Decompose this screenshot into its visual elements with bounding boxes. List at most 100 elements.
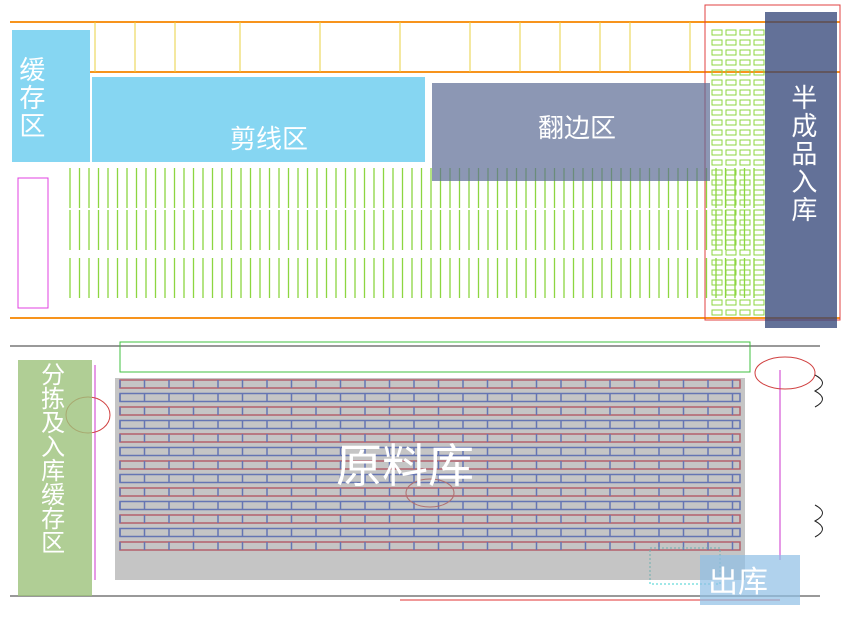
rack-green [739,39,751,46]
rack-green [725,169,737,176]
zone-buffer [12,30,90,162]
rack-green [753,209,765,216]
rack-green [711,149,723,156]
rack-green [725,119,737,126]
rack-green [739,209,751,216]
label-shear: 剪线区 [230,125,309,155]
rack-green [711,69,723,76]
rack-green [725,139,737,146]
rack-green [711,299,723,306]
agv-vehicle [754,356,816,390]
zone-shear [92,77,425,162]
rack-green [753,269,765,276]
rack-green [753,59,765,66]
rack-green [725,79,737,86]
rack-green [753,189,765,196]
rack-green [711,59,723,66]
rack-green [753,49,765,56]
rack-green [725,159,737,166]
rack-green [739,159,751,166]
rack-green [711,119,723,126]
rack-green [753,99,765,106]
rack-green [739,299,751,306]
rack-green [739,219,751,226]
rack-green [711,139,723,146]
rack-green [725,229,737,236]
rack-green [711,159,723,166]
rack-green [725,219,737,226]
rack-green [711,89,723,96]
rack-green [739,249,751,256]
conveyor-curve [813,374,823,538]
dimension-box [119,341,751,373]
rack-green [753,179,765,186]
rack-green [739,239,751,246]
rack-green [739,99,751,106]
rack-green [711,229,723,236]
rack-green [739,129,751,136]
rack-green [739,269,751,276]
rack-green [739,119,751,126]
rack-green [725,189,737,196]
rack-green [711,49,723,56]
label-flip: 翻边区 [538,114,617,144]
rack-green [725,239,737,246]
rack-green [711,199,723,206]
rack-green [725,279,737,286]
label-semi-finished: 半成品入库 [786,84,817,224]
rack-green [711,219,723,226]
rack-green [725,179,737,186]
rack-green [753,39,765,46]
rack-green [725,209,737,216]
rack-green [725,149,737,156]
rack-green [725,49,737,56]
rack-green [725,59,737,66]
rack-green [753,219,765,226]
rack-green [725,259,737,266]
buffer-racks [17,177,49,309]
rack-green [739,49,751,56]
zone-semi-finished [765,12,837,328]
rack-green [739,29,751,36]
rack-green [753,239,765,246]
rack-green [739,179,751,186]
rack-green [753,29,765,36]
rack-green [725,39,737,46]
rack-green [711,179,723,186]
rack-green [753,199,765,206]
rack-green [725,289,737,296]
label-outbound: 出库 [708,565,768,600]
rack-green [753,279,765,286]
rack-green [753,259,765,266]
rack-green [725,99,737,106]
rack-green [739,259,751,266]
zone-raw-material [115,378,745,580]
rack-green [739,109,751,116]
label-buffer: 缓存区 [14,56,45,140]
rack-green [711,189,723,196]
rack-green [725,89,737,96]
rack-green [753,129,765,136]
rack-green [711,209,723,216]
rack-green [711,99,723,106]
rack-green [711,169,723,176]
rack-green [725,269,737,276]
rack-green [725,69,737,76]
rack-green [753,69,765,76]
rack-green [739,199,751,206]
rack-green [753,249,765,256]
rack-green [711,39,723,46]
rack-green [739,289,751,296]
rack-green [711,309,723,316]
rack-green [753,159,765,166]
rack-green [711,129,723,136]
rack-green [753,289,765,296]
rack-green [725,199,737,206]
rack-green [753,229,765,236]
rack-green [711,289,723,296]
rack-green [739,229,751,236]
rack-green [739,69,751,76]
rack-green [753,169,765,176]
rack-green [753,299,765,306]
rack-green [753,119,765,126]
